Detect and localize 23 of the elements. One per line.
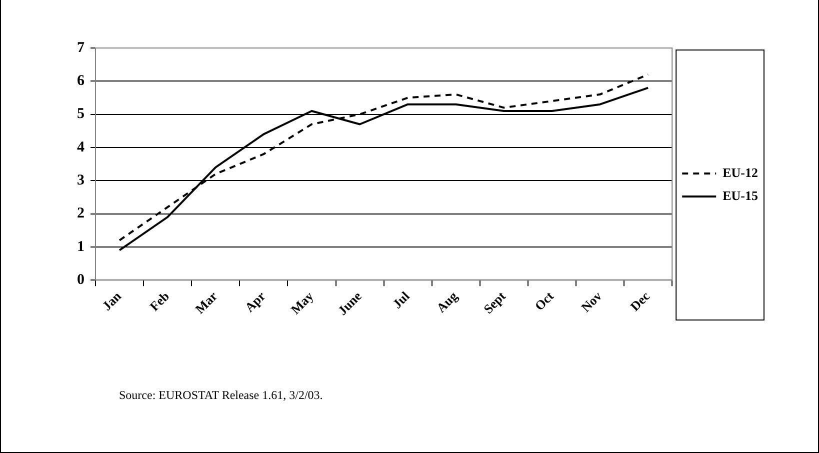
x-tick-label: Aug: [433, 288, 461, 316]
x-tick-label: Dec: [627, 288, 653, 314]
x-tick-label: Oct: [532, 288, 557, 314]
y-tick-label: 2: [77, 206, 84, 222]
x-tick-label: Apr: [242, 288, 268, 315]
y-tick-label: 1: [77, 238, 84, 255]
y-tick-label: 3: [77, 172, 84, 188]
x-tick-label: Jul: [389, 288, 413, 312]
y-tick-label: 4: [77, 139, 85, 156]
x-tick-label: May: [288, 288, 317, 317]
x-tick-label: Sept: [480, 288, 509, 316]
y-tick-label: 5: [77, 106, 84, 122]
x-tick-label: Feb: [146, 288, 172, 314]
legend-label: EU-12: [722, 164, 758, 180]
y-tick-label: 0: [77, 272, 84, 288]
x-tick-label: June: [334, 288, 364, 318]
x-tick-label: Jan: [99, 288, 125, 314]
y-tick-label: 6: [77, 73, 85, 90]
x-tick-label: Nov: [578, 288, 605, 315]
y-tick-label: 7: [77, 40, 85, 56]
x-tick-label: Mar: [192, 288, 220, 316]
source-note: Source: EUROSTAT Release 1.61, 3/2/03.: [119, 388, 323, 403]
legend-label: EU-15: [722, 188, 758, 203]
